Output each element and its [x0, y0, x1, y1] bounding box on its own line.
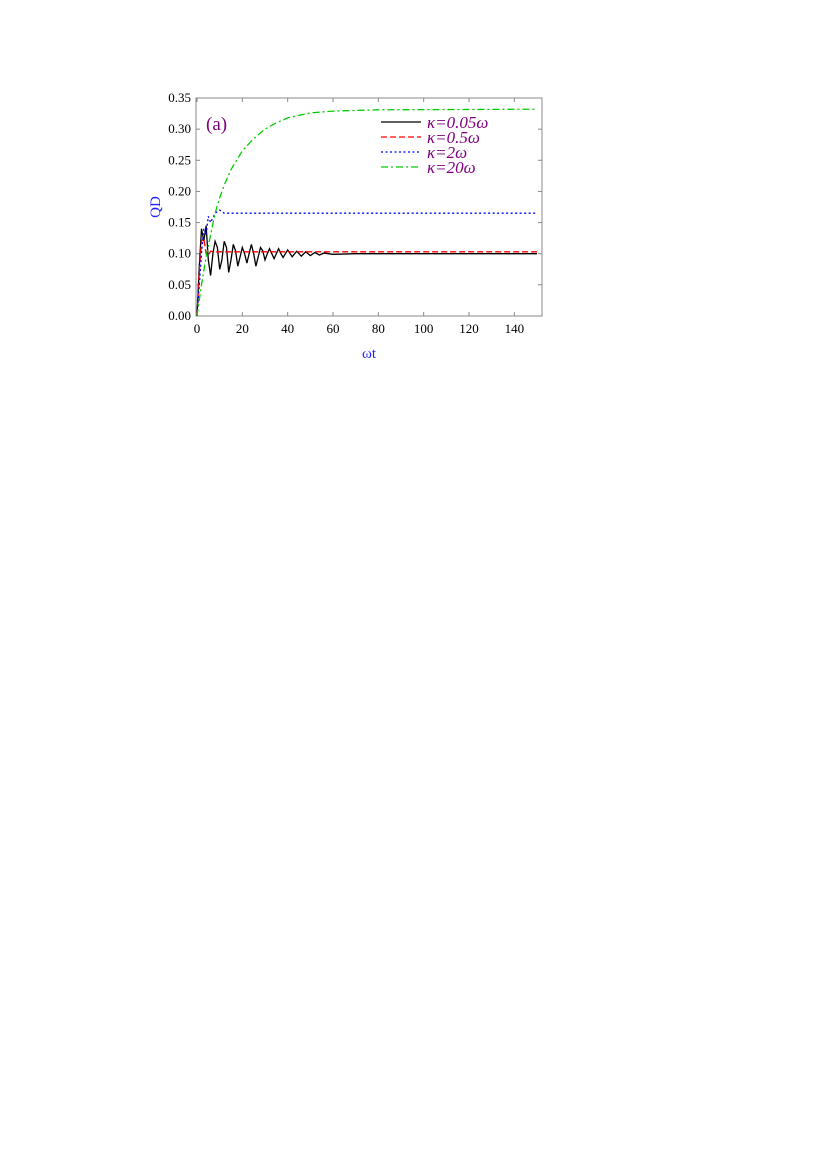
x-axis-label: ωt	[362, 346, 377, 362]
plot-frame	[195, 97, 543, 317]
x-tick-label: 20	[236, 321, 249, 336]
y-tick-label: 0.10	[168, 246, 191, 261]
x-tick-label: 40	[281, 321, 294, 336]
x-tick-label: 140	[505, 321, 525, 336]
series-line-3	[196, 108, 538, 317]
y-tick-label: 0.35	[168, 90, 191, 105]
x-tick-label: 80	[372, 321, 385, 336]
y-tick-label: 0.00	[168, 308, 191, 323]
x-tick-label: 60	[327, 321, 340, 336]
y-tick-label: 0.20	[168, 183, 191, 198]
panel-label: (a)	[206, 114, 227, 135]
series-line-2	[196, 209, 537, 317]
y-tick-label: 0.25	[168, 152, 191, 167]
x-tick-label: 120	[459, 321, 479, 336]
x-tick-label: 100	[414, 321, 434, 336]
series-line-1	[196, 236, 537, 317]
legend-label: κ=2ω	[427, 143, 467, 162]
y-axis-label: QD	[148, 196, 164, 218]
legend-label: κ=0.5ω	[427, 128, 480, 147]
y-tick-label: 0.15	[168, 215, 191, 230]
legend-label: κ=20ω	[427, 158, 476, 177]
legend-label: κ=0.05ω	[427, 113, 488, 132]
y-tick-label: 0.30	[168, 121, 191, 136]
series-line-0	[196, 225, 537, 317]
x-tick-label: 0	[194, 321, 201, 336]
y-tick-label: 0.05	[168, 277, 191, 292]
